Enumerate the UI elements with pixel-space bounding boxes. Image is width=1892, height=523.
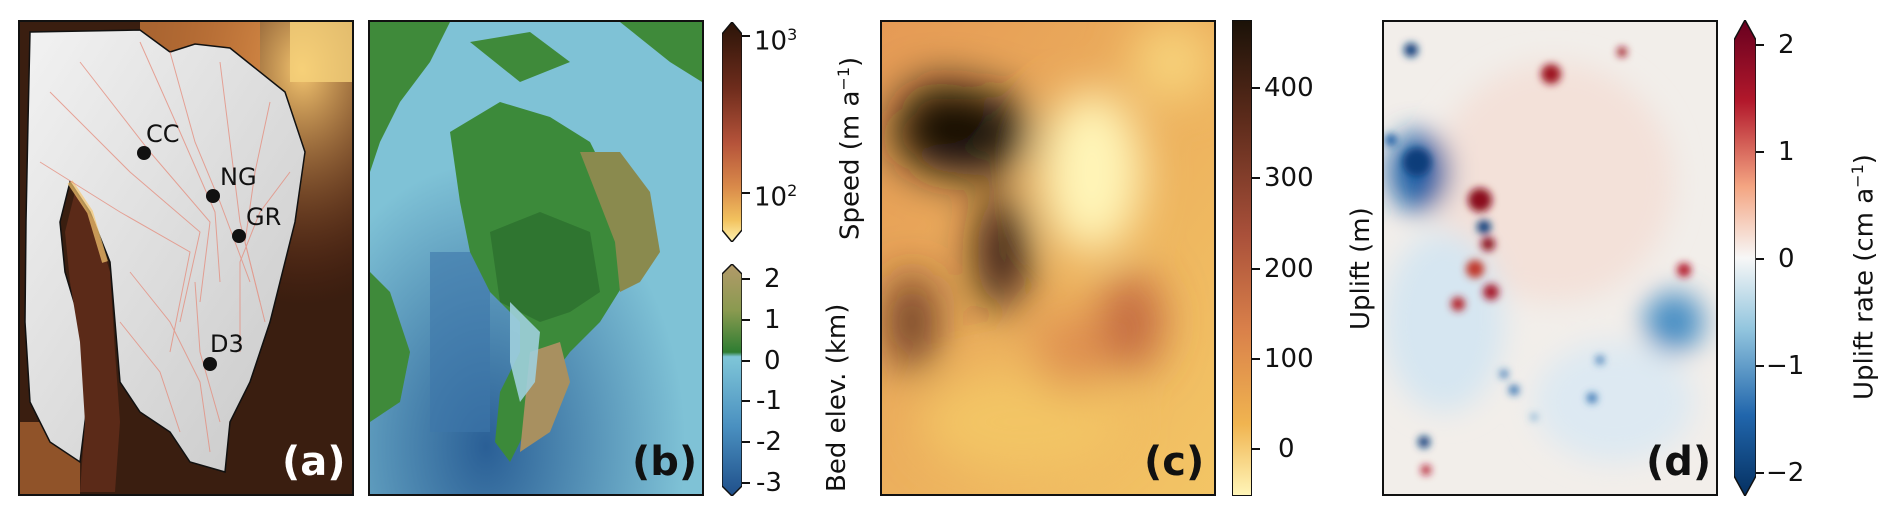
bed-tick-label-1: 1	[764, 305, 781, 335]
panel-letter-d: (d)	[1646, 439, 1712, 485]
bed-tick-label-minus3: -3	[756, 468, 782, 498]
uplift-colorbar	[1232, 20, 1252, 496]
bed-tick-label-2: 2	[764, 264, 781, 294]
rate-tick-label-minus2: −2	[1766, 458, 1805, 488]
site-marker-d3	[203, 357, 217, 371]
rate-tick-label-0: 0	[1778, 244, 1795, 274]
panel-d-map-graphic	[1384, 22, 1716, 494]
speed-tick-label-1000: 103	[754, 25, 798, 57]
panel-d-uplift-rate-map: (d)	[1382, 20, 1718, 496]
rate-tick-1	[1756, 151, 1764, 153]
panel-b-bed-elevation-map: (b)	[368, 20, 704, 496]
uplift-rate-colorbar	[1734, 20, 1756, 496]
panel-letter-c: (c)	[1144, 439, 1205, 485]
bed-tick-label-0: 0	[764, 346, 781, 376]
uplift-tick-label-400: 400	[1264, 73, 1314, 103]
panel-a-map-graphic	[20, 22, 352, 494]
rate-tick-0	[1756, 258, 1764, 260]
uplift-colorbar-label: Uplift (m)	[1346, 207, 1376, 330]
uplift-tick-label-300: 300	[1264, 163, 1314, 193]
site-label-gr: GR	[246, 203, 282, 231]
rate-tick-label-minus1: −1	[1766, 351, 1805, 381]
site-label-d3: D3	[210, 330, 244, 358]
uplift-tick-label-0: 0	[1278, 434, 1295, 464]
site-marker-cc	[137, 146, 151, 160]
bed-tick-1	[742, 319, 750, 321]
panel-b-map-graphic	[370, 22, 702, 494]
bed-tick-minus1	[742, 400, 750, 402]
panel-letter-a: (a)	[282, 439, 346, 485]
uplift-tick-0	[1252, 448, 1260, 450]
site-label-cc: CC	[146, 120, 180, 148]
bed-tick-label-minus2: -2	[756, 427, 782, 457]
rate-tick-2	[1756, 44, 1764, 46]
bed-elevation-colorbar-label: Bed elev. (km)	[822, 303, 852, 492]
speed-tick-100	[742, 192, 750, 194]
rate-tick-minus1	[1756, 365, 1764, 367]
panel-c-uplift-map: (c)	[880, 20, 1216, 496]
bed-tick-0	[742, 360, 750, 362]
panel-a-ice-speed-map: CC NG GR D3 (a)	[18, 20, 354, 496]
rate-tick-label-1: 1	[1778, 137, 1795, 167]
bed-elevation-colorbar	[722, 264, 742, 496]
site-label-ng: NG	[220, 163, 257, 191]
speed-tick-1000	[742, 35, 750, 37]
rate-tick-minus2	[1756, 472, 1764, 474]
bed-tick-2	[742, 278, 750, 280]
uplift-rate-colorbar-label: Uplift rate (cm a−1)	[1848, 154, 1880, 400]
uplift-tick-300	[1252, 177, 1260, 179]
uplift-tick-label-200: 200	[1264, 254, 1314, 284]
uplift-tick-label-100: 100	[1264, 344, 1314, 374]
bed-tick-minus2	[742, 441, 750, 443]
panel-c-map-graphic	[882, 22, 1214, 494]
speed-colorbar-label: Speed (m a−1)	[834, 56, 866, 240]
uplift-tick-400	[1252, 87, 1260, 89]
bed-tick-label-minus1: -1	[756, 386, 782, 416]
speed-colorbar	[722, 22, 742, 242]
uplift-tick-100	[1252, 358, 1260, 360]
site-marker-gr	[232, 229, 246, 243]
bed-tick-minus3	[742, 482, 750, 484]
rate-tick-label-2: 2	[1778, 30, 1795, 60]
speed-tick-label-100: 102	[754, 181, 798, 213]
uplift-tick-200	[1252, 268, 1260, 270]
panel-letter-b: (b)	[632, 439, 698, 485]
site-marker-ng	[206, 189, 220, 203]
